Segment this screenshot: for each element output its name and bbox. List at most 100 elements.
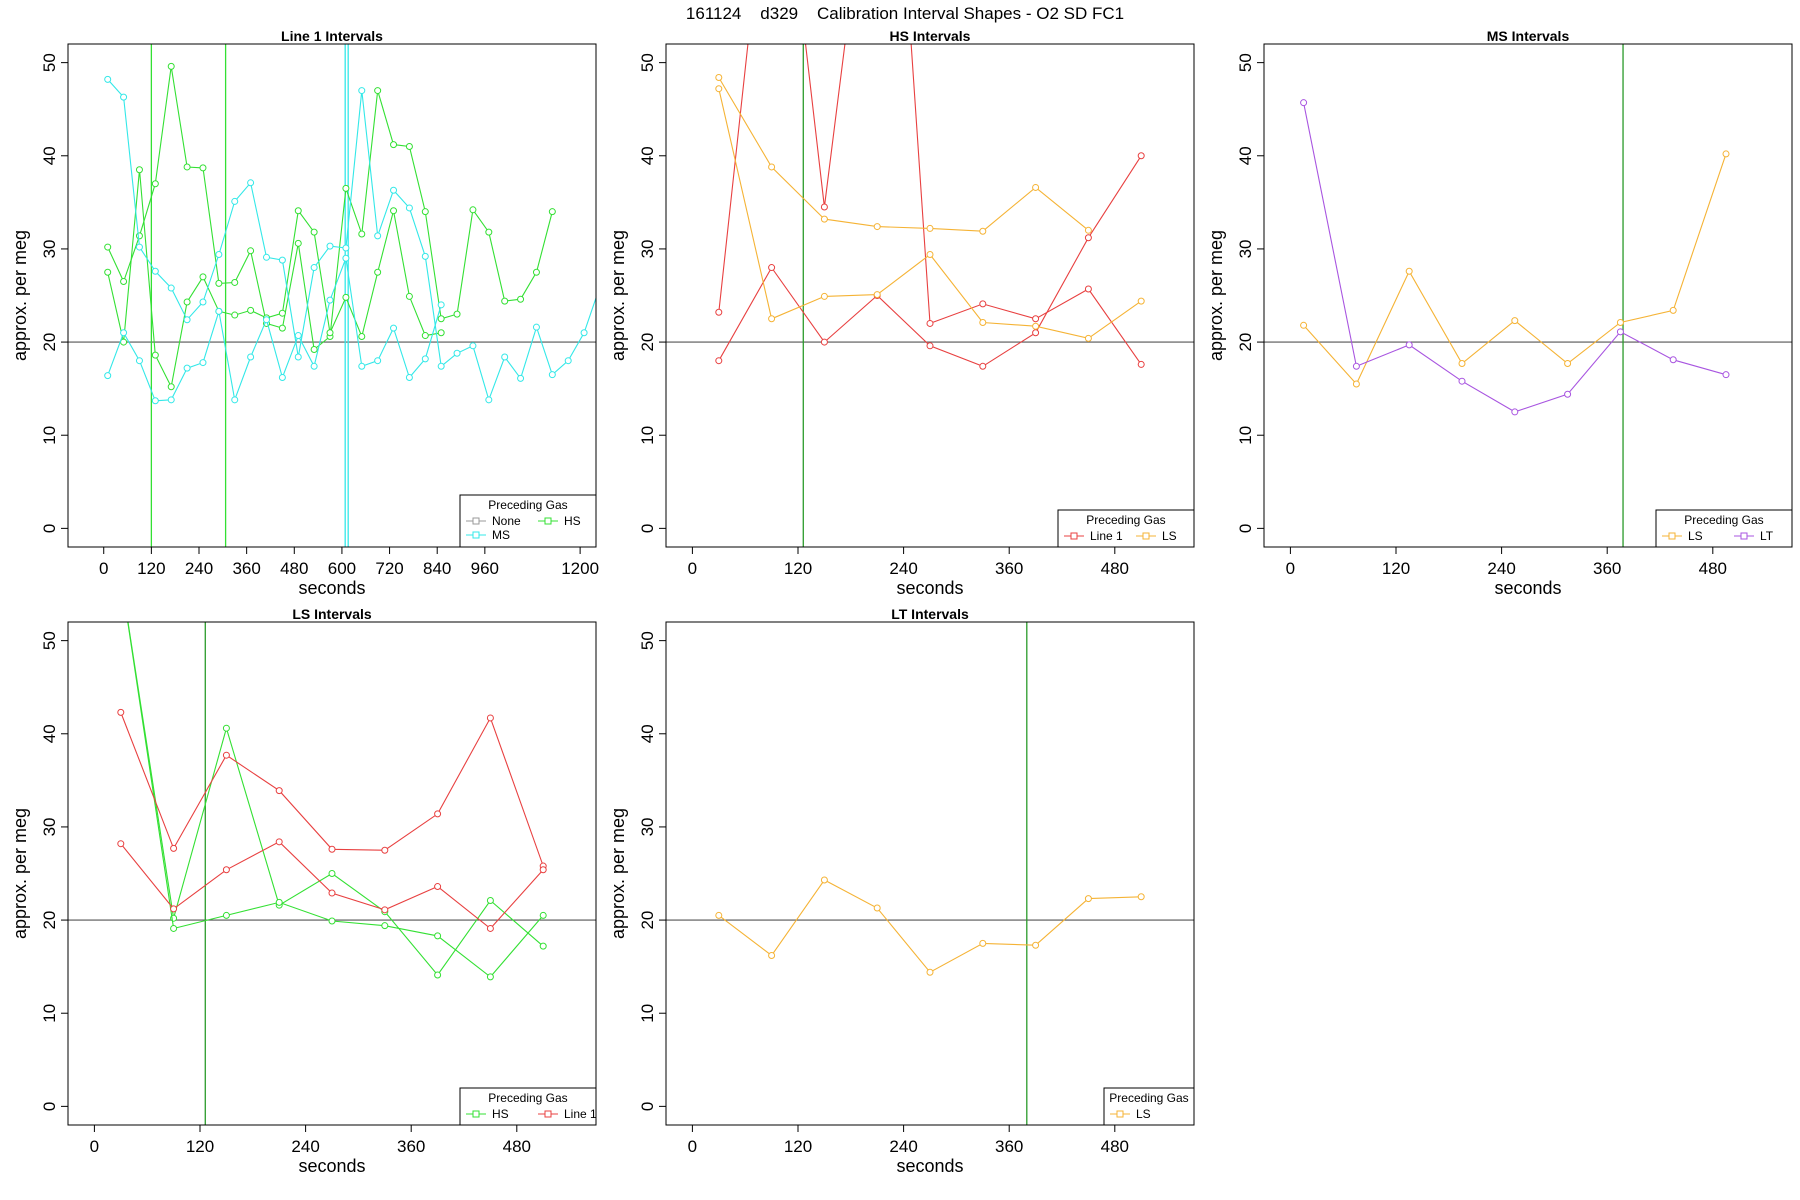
data-point [120, 278, 128, 286]
x-tick-label: 240 [889, 1137, 917, 1156]
legend-box [459, 1087, 597, 1126]
series-line-1 [117, 708, 547, 870]
legend-label: Line 1 [564, 1107, 597, 1121]
legend-marker [544, 517, 552, 525]
legend-title: Preceding Gas [1109, 1091, 1188, 1105]
legend-entry: None [466, 514, 521, 528]
y-tick-label: 20 [40, 911, 59, 930]
data-point [873, 223, 881, 231]
legend-entry: LT [1734, 529, 1774, 543]
data-point [532, 323, 540, 331]
legend-entry: LS [1136, 529, 1177, 543]
legend-marker [1740, 532, 1748, 540]
data-point [1722, 150, 1730, 158]
data-point [326, 296, 334, 304]
data-point [278, 324, 286, 332]
data-point [151, 351, 159, 359]
data-point [170, 844, 178, 852]
legend-marker [544, 1110, 552, 1118]
data-point [278, 373, 286, 381]
series-ms [104, 75, 596, 404]
data-point [342, 293, 350, 301]
data-point [231, 311, 239, 319]
data-point [434, 932, 442, 940]
data-point [539, 911, 547, 919]
data-point [437, 329, 445, 337]
data-point [231, 278, 239, 286]
y-tick-label: 50 [40, 53, 59, 72]
data-point [768, 951, 776, 959]
legend-label: LS [1136, 1107, 1151, 1121]
data-point [381, 846, 389, 854]
data-point [768, 264, 776, 272]
legend-title: Preceding Gas [1684, 513, 1763, 527]
y-tick-label: 0 [40, 524, 59, 533]
series-hs [104, 62, 556, 354]
data-point [183, 163, 191, 171]
legend-marker [1116, 1110, 1124, 1118]
series-line-1 [715, 152, 1145, 370]
data-point [104, 372, 112, 380]
data-point [926, 251, 934, 259]
data-point [1722, 371, 1730, 379]
data-point [120, 329, 128, 337]
data-point [328, 870, 336, 877]
x-tick-label: 1200 [561, 559, 599, 578]
legend-title: Preceding Gas [488, 498, 567, 512]
data-point [715, 357, 723, 365]
data-point [1084, 285, 1092, 293]
data-point [1032, 315, 1040, 323]
legend-entry: MS [466, 528, 510, 542]
x-tick-label: 960 [471, 559, 499, 578]
data-point [486, 973, 494, 981]
y-tick-label: 10 [638, 426, 657, 445]
data-point [979, 362, 987, 370]
data-point [199, 164, 207, 172]
panels: Line 1 Intervals 0 10 20 30 40 50 0 120 240 360 480… [10, 28, 1793, 1176]
data-point [247, 247, 255, 255]
panel-title: Line 1 Intervals [281, 28, 383, 44]
data-point [342, 254, 350, 262]
data-point [926, 342, 934, 350]
data-point [310, 264, 318, 272]
y-tick-label: 40 [638, 146, 657, 165]
data-point [715, 85, 723, 93]
series-line [718, 879, 1142, 973]
data-point [820, 215, 828, 223]
data-point [1137, 893, 1145, 901]
data-point [434, 883, 442, 891]
data-point [135, 357, 143, 365]
data-point [278, 309, 286, 317]
legend-label: LS [1162, 529, 1177, 543]
data-point [434, 810, 442, 818]
series-line [107, 256, 442, 402]
data-point [1511, 408, 1519, 416]
data-point [469, 342, 477, 350]
data-point [715, 308, 723, 316]
data-point [326, 242, 334, 250]
data-point [117, 708, 125, 716]
series-line [120, 712, 544, 867]
legend-label: HS [492, 1107, 509, 1121]
data-point [1032, 941, 1040, 949]
data-point [873, 291, 881, 299]
data-point [326, 329, 334, 337]
data-point [374, 87, 382, 95]
data-point [1084, 895, 1092, 903]
series-line-1 [715, 44, 1145, 368]
series-ls [715, 876, 1145, 976]
legend-entry: Line 1 [538, 1107, 597, 1121]
data-point [1458, 359, 1466, 367]
data-point [1032, 322, 1040, 330]
x-tick-label: 0 [688, 1137, 697, 1156]
data-point [215, 251, 223, 259]
data-point [1084, 234, 1092, 242]
plot-area [68, 44, 596, 547]
data-point [118, 572, 124, 578]
legend: Preceding Gas LS LT [1655, 509, 1793, 548]
y-tick-label: 30 [638, 817, 657, 836]
x-tick-label: 120 [784, 559, 812, 578]
data-point [1669, 306, 1677, 314]
y-tick-label: 20 [40, 333, 59, 352]
data-point [1300, 99, 1308, 107]
